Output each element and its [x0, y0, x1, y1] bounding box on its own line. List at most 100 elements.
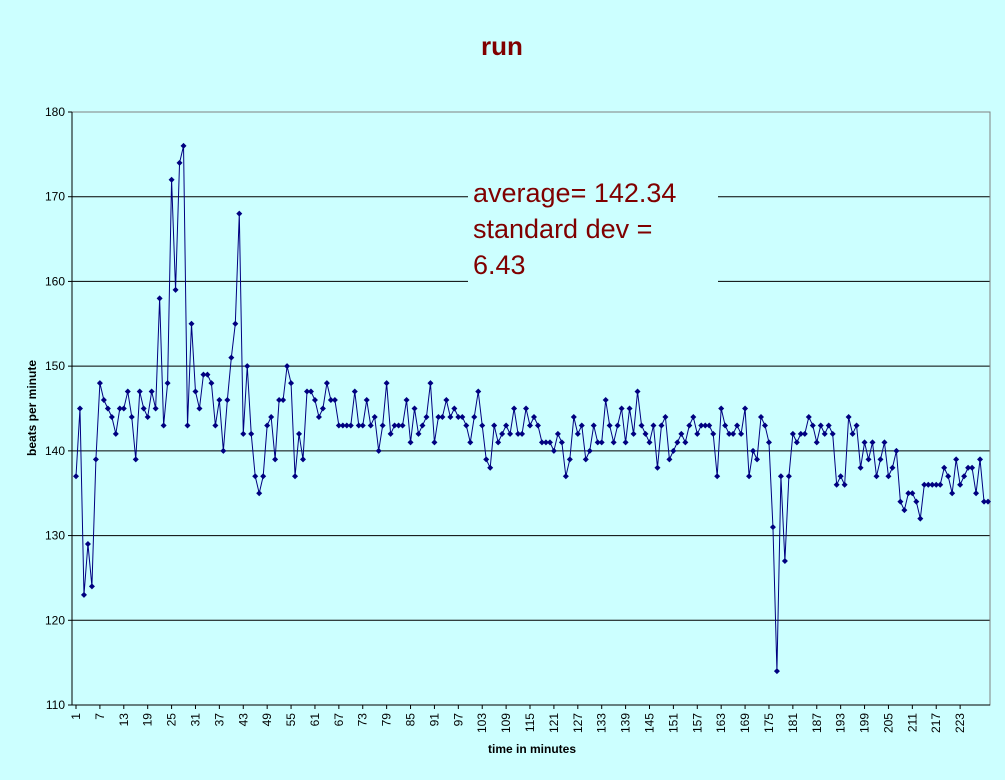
data-point — [355, 422, 362, 429]
data-point — [483, 456, 490, 463]
data-point — [957, 481, 964, 488]
data-point — [857, 464, 864, 471]
data-point — [742, 405, 749, 412]
data-point — [427, 380, 434, 387]
data-point — [507, 430, 514, 437]
data-point — [395, 422, 402, 429]
data-point — [925, 481, 932, 488]
data-point — [789, 430, 796, 437]
x-axis-title: time in minutes — [488, 742, 576, 756]
data-point — [650, 422, 657, 429]
data-point — [965, 464, 972, 471]
data-point — [112, 430, 119, 437]
data-point — [176, 159, 183, 166]
data-point — [638, 422, 645, 429]
data-point — [634, 388, 641, 395]
x-tick-label: 19 — [141, 713, 155, 727]
data-point — [88, 583, 95, 590]
data-point — [594, 439, 601, 446]
y-tick-label: 150 — [45, 359, 65, 373]
data-point — [841, 481, 848, 488]
data-point — [861, 439, 868, 446]
data-point — [319, 405, 326, 412]
data-point — [495, 439, 502, 446]
data-point — [586, 447, 593, 454]
data-point — [256, 490, 263, 497]
x-tick-label: 163 — [714, 713, 728, 733]
data-point — [439, 413, 446, 420]
x-tick-label: 109 — [499, 713, 513, 733]
data-point — [296, 430, 303, 437]
data-point — [658, 422, 665, 429]
data-point — [686, 422, 693, 429]
data-point — [132, 456, 139, 463]
data-point — [363, 397, 370, 404]
x-axis: 1 7 13 19 25 31 37 43 49 55 61 67 73 79 85 91 97 103 109 11… — [69, 704, 990, 733]
data-point — [793, 439, 800, 446]
data-point — [228, 354, 235, 361]
x-tick-label: 211 — [905, 713, 919, 732]
data-point — [327, 397, 334, 404]
data-point — [339, 422, 346, 429]
data-point — [172, 286, 179, 293]
data-point — [722, 422, 729, 429]
data-point — [284, 363, 291, 370]
data-point — [917, 515, 924, 522]
series — [73, 142, 992, 675]
data-point — [288, 380, 295, 387]
data-point — [781, 557, 788, 564]
data-point — [160, 422, 167, 429]
data-point — [969, 464, 976, 471]
data-point — [144, 413, 151, 420]
data-point — [897, 498, 904, 505]
data-point — [546, 439, 553, 446]
data-point — [626, 405, 633, 412]
y-tick-label: 110 — [46, 698, 65, 712]
data-point — [311, 397, 318, 404]
data-point — [148, 388, 155, 395]
data-point — [698, 422, 705, 429]
data-point — [881, 439, 888, 446]
data-point — [180, 142, 187, 149]
data-point — [184, 422, 191, 429]
data-point — [945, 473, 952, 480]
data-point — [391, 422, 398, 429]
data-point — [459, 413, 466, 420]
data-point — [734, 422, 741, 429]
data-point — [315, 413, 322, 420]
data-point — [196, 405, 203, 412]
data-point — [905, 490, 912, 497]
data-point — [411, 405, 418, 412]
data-point — [300, 456, 307, 463]
data-point — [104, 405, 111, 412]
data-point — [949, 490, 956, 497]
data-point — [801, 430, 808, 437]
data-point — [387, 430, 394, 437]
data-point — [451, 405, 458, 412]
data-point — [443, 397, 450, 404]
x-tick-label: 25 — [165, 713, 179, 727]
data-point — [323, 380, 330, 387]
data-point — [750, 447, 757, 454]
x-tick-label: 37 — [212, 713, 226, 727]
x-tick-label: 121 — [547, 713, 561, 733]
data-point — [519, 430, 526, 437]
data-point — [833, 481, 840, 488]
data-point — [100, 397, 107, 404]
data-point — [499, 430, 506, 437]
data-point — [156, 295, 163, 302]
data-point — [515, 430, 522, 437]
x-tick-label: 13 — [117, 713, 131, 727]
x-tick-label: 43 — [236, 713, 250, 727]
data-point — [761, 422, 768, 429]
x-tick-label: 115 — [523, 713, 537, 732]
data-point — [678, 430, 685, 437]
data-point — [981, 498, 988, 505]
data-point — [726, 430, 733, 437]
data-point — [558, 439, 565, 446]
data-point — [929, 481, 936, 488]
data-point — [419, 422, 426, 429]
data-point — [566, 456, 573, 463]
annotation-line-1: average= 142.34 — [473, 178, 676, 208]
